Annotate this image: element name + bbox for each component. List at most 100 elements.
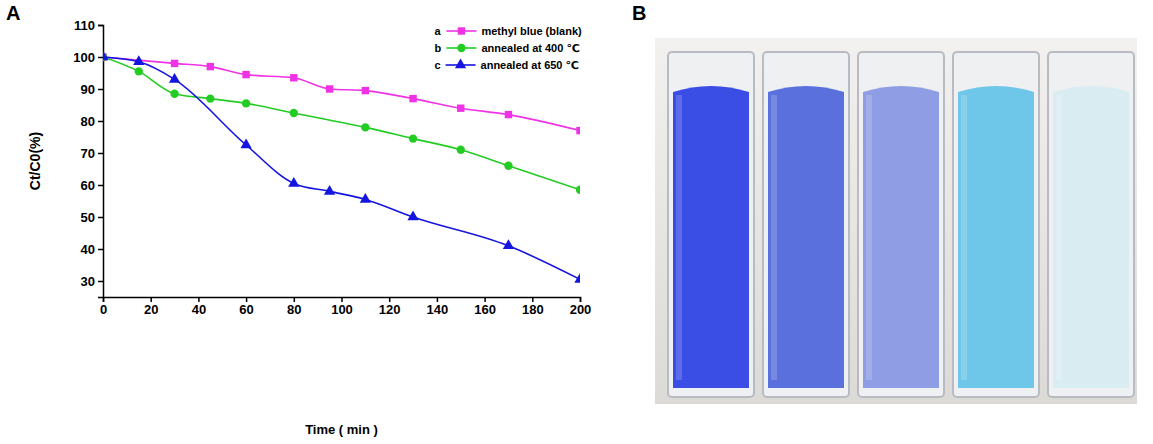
legend-marker bbox=[455, 58, 466, 68]
cuvette-highlight bbox=[1056, 95, 1062, 380]
legend-tag: c bbox=[434, 59, 440, 71]
tick: 20 bbox=[144, 297, 158, 317]
cuvette-highlight bbox=[961, 95, 967, 380]
tick-mark bbox=[98, 121, 103, 123]
figure: AB02040608010012014016018020030405060708… bbox=[0, 0, 1153, 444]
tick-label: 40 bbox=[81, 242, 95, 257]
tick-label: 20 bbox=[144, 302, 158, 317]
legend-item: amethyl blue (blank) bbox=[434, 25, 582, 37]
tick-mark bbox=[98, 89, 103, 91]
marker bbox=[409, 95, 416, 102]
legend-item: c annealed at 650 ℃ bbox=[434, 58, 578, 71]
tick: 200 bbox=[570, 297, 592, 317]
legend-label: annealed at 400 ℃ bbox=[481, 42, 579, 54]
tick-label: 100 bbox=[331, 302, 353, 317]
marker bbox=[171, 60, 178, 67]
tick-label: 160 bbox=[474, 302, 496, 317]
tick: 60 bbox=[239, 297, 253, 317]
tick-label: 90 bbox=[81, 82, 95, 97]
marker bbox=[407, 210, 418, 220]
legend-tag: b bbox=[434, 42, 441, 54]
cuvette-highlight bbox=[866, 95, 872, 380]
cuvette-wall bbox=[1048, 52, 1134, 397]
axis-line bbox=[98, 26, 104, 298]
tick-label: 200 bbox=[570, 302, 592, 317]
tick: 80 bbox=[287, 297, 301, 317]
legend-label: annealed at 650 ℃ bbox=[481, 59, 579, 71]
tick-label: 80 bbox=[287, 302, 301, 317]
plot-area bbox=[103, 50, 580, 282]
tick: 100 bbox=[73, 50, 103, 65]
marker bbox=[170, 90, 178, 98]
marker bbox=[362, 87, 369, 94]
tick: 80 bbox=[81, 114, 103, 129]
tick: 100 bbox=[331, 297, 353, 317]
marker bbox=[457, 146, 465, 154]
legend-marker bbox=[457, 44, 465, 52]
marker bbox=[169, 73, 180, 83]
tick-mark bbox=[98, 217, 103, 219]
legend: amethyl blue (blank) b annealed at 400 ℃ c a… bbox=[434, 25, 582, 71]
tick-label: 110 bbox=[74, 18, 95, 33]
tick-mark bbox=[98, 153, 103, 155]
tick-label: 180 bbox=[522, 302, 544, 317]
legend-tag: a bbox=[434, 25, 441, 37]
x-axis: 0 20 40 60 80 100 120 140 160 180 200 bbox=[100, 297, 591, 317]
marker bbox=[361, 123, 369, 131]
y-axis: 30 40 50 60 70 80 90 100 110 bbox=[73, 18, 103, 298]
x-axis-title: Time ( min ) bbox=[305, 422, 378, 437]
tick-label: 140 bbox=[427, 302, 449, 317]
marker bbox=[290, 74, 297, 81]
cuvette-highlight bbox=[676, 95, 682, 380]
tick: 70 bbox=[81, 146, 103, 161]
tick-label: 80 bbox=[81, 114, 95, 129]
tick-mark bbox=[98, 185, 103, 187]
tick-mark bbox=[98, 249, 103, 251]
marker bbox=[576, 186, 580, 194]
marker bbox=[504, 162, 512, 170]
cuvette-wall bbox=[763, 52, 849, 397]
cuvette-liquid bbox=[863, 86, 939, 388]
series-line bbox=[103, 57, 580, 131]
cuvette-liquid bbox=[958, 86, 1034, 388]
tick-mark bbox=[98, 25, 103, 27]
marker bbox=[288, 177, 299, 187]
cuvette-liquid bbox=[673, 86, 749, 388]
marker bbox=[505, 111, 512, 118]
tick-mark bbox=[98, 281, 103, 283]
tick: 160 bbox=[474, 297, 496, 317]
tick-label: 60 bbox=[81, 178, 95, 193]
tick-label: 120 bbox=[379, 302, 401, 317]
cuvette-wall bbox=[668, 52, 754, 397]
tick: 140 bbox=[427, 297, 449, 317]
photo-background bbox=[655, 38, 1137, 404]
marker bbox=[409, 134, 417, 142]
marker bbox=[503, 239, 514, 249]
marker bbox=[242, 99, 250, 107]
series-line bbox=[103, 57, 580, 279]
y-axis-title: Ct/C0(%) bbox=[27, 132, 43, 190]
tick: 50 bbox=[81, 210, 103, 225]
marker bbox=[206, 94, 214, 102]
marker bbox=[103, 50, 109, 60]
marker bbox=[133, 55, 144, 65]
marker bbox=[240, 138, 251, 148]
marker bbox=[207, 63, 214, 70]
marker bbox=[457, 104, 464, 111]
tick-mark bbox=[98, 57, 103, 59]
legend-item: b annealed at 400 ℃ bbox=[434, 42, 579, 54]
cuvette-wall bbox=[953, 52, 1039, 397]
marker bbox=[574, 273, 580, 283]
cuvette-wall bbox=[858, 52, 944, 397]
marker bbox=[135, 67, 143, 75]
marker bbox=[242, 71, 249, 78]
marker bbox=[326, 85, 333, 92]
tick: 30 bbox=[81, 274, 103, 289]
panel-letter: A bbox=[6, 2, 20, 24]
tick: 0 bbox=[100, 297, 107, 317]
series-line bbox=[103, 57, 580, 190]
tick-label: 0 bbox=[100, 302, 107, 317]
tick: 110 bbox=[74, 18, 103, 33]
tick-label: 40 bbox=[192, 302, 206, 317]
tick: 60 bbox=[81, 178, 103, 193]
